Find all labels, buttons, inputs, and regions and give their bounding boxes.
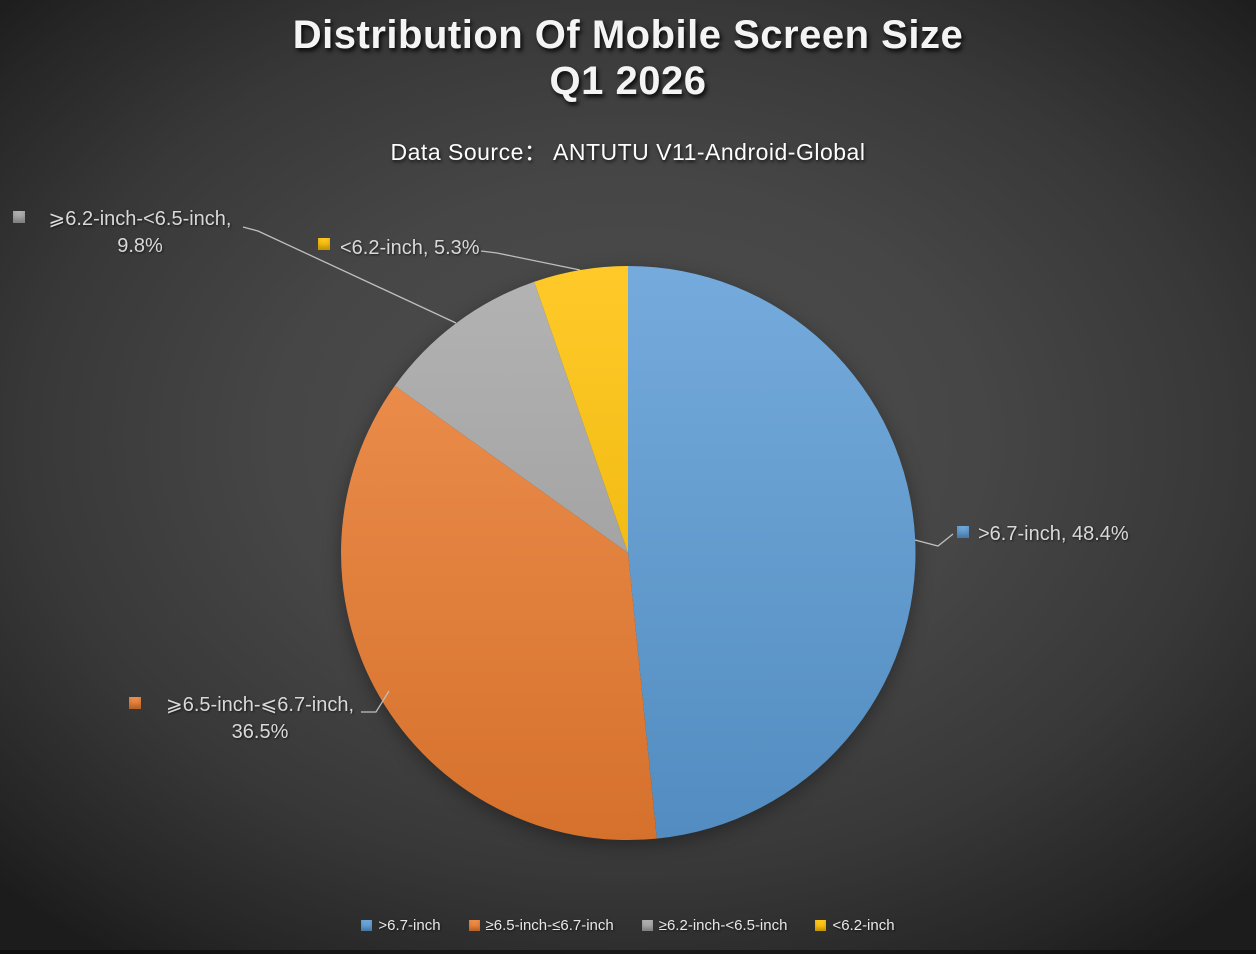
bottom-edge-shadow [0, 950, 1256, 954]
callout-marker-over-6-7-inch-icon [957, 526, 969, 538]
legend-swatch-orange-icon [468, 919, 480, 931]
leader-line-0 [914, 533, 954, 547]
legend-item-6-2-to-6-5-inch: ≥6.2-inch-<6.5-inch [641, 916, 788, 934]
legend-item-over-6-7-inch: >6.7-inch [361, 916, 441, 934]
legend-swatch-gray-icon [641, 919, 653, 931]
chart-title: Distribution Of Mobile Screen Size Q1 20… [0, 12, 1256, 104]
legend-swatch-yellow-icon [815, 919, 827, 931]
callout-value: 9.8% [117, 235, 163, 257]
callout-text: ⩾6.2-inch-<6.5-inch, [48, 208, 232, 230]
callout-marker-under-6-2-inch-icon [318, 238, 330, 250]
leader-line-1 [361, 690, 390, 713]
legend-label: >6.7-inch [378, 916, 441, 934]
chart-subtitle: Data Source： ANTUTU V11-Android-Global [390, 139, 866, 165]
callout-text: ⩾6.5-inch-⩽6.7-inch, [165, 694, 355, 716]
callout-6-5-to-6-7-inch: ⩾6.5-inch-⩽6.7-inch, 36.5% [150, 692, 370, 746]
chart-title-line2: Q1 2026 [549, 59, 707, 103]
callout-text: >6.7-inch, 48.4% [978, 523, 1129, 545]
legend-label: <6.2-inch [832, 916, 895, 934]
pie-slice-3 [534, 266, 628, 553]
callout-marker-6-5-to-6-7-inch-icon [129, 697, 141, 709]
legend: >6.7-inch ≥6.5-inch-≤6.7-inch ≥6.2-inch-… [0, 914, 1256, 936]
leader-line-3 [480, 250, 581, 271]
callout-marker-6-2-to-6-5-inch-icon [13, 211, 25, 223]
callout-under-6-2-inch: <6.2-inch, 5.3% [340, 235, 480, 262]
pie-slice-1 [341, 385, 657, 841]
callout-value: 36.5% [231, 721, 289, 743]
legend-label: ≥6.5-inch-≤6.7-inch [485, 916, 614, 934]
leader-lines [242, 226, 954, 713]
pie-slice-0 [628, 265, 916, 839]
callout-over-6-7-inch: >6.7-inch, 48.4% [978, 521, 1129, 548]
callout-text: <6.2-inch, 5.3% [340, 237, 480, 259]
chart-title-line1: Distribution Of Mobile Screen Size [292, 13, 964, 57]
legend-item-6-5-to-6-7-inch: ≥6.5-inch-≤6.7-inch [468, 916, 614, 934]
legend-item-under-6-2-inch: <6.2-inch [815, 916, 895, 934]
legend-swatch-blue-icon [361, 919, 373, 931]
leader-line-2 [242, 226, 457, 324]
pie-slice-2 [394, 281, 628, 553]
callout-6-2-to-6-5-inch: ⩾6.2-inch-<6.5-inch, 9.8% [32, 206, 248, 260]
pie-slices [341, 265, 916, 841]
legend-label: ≥6.2-inch-<6.5-inch [658, 916, 788, 934]
